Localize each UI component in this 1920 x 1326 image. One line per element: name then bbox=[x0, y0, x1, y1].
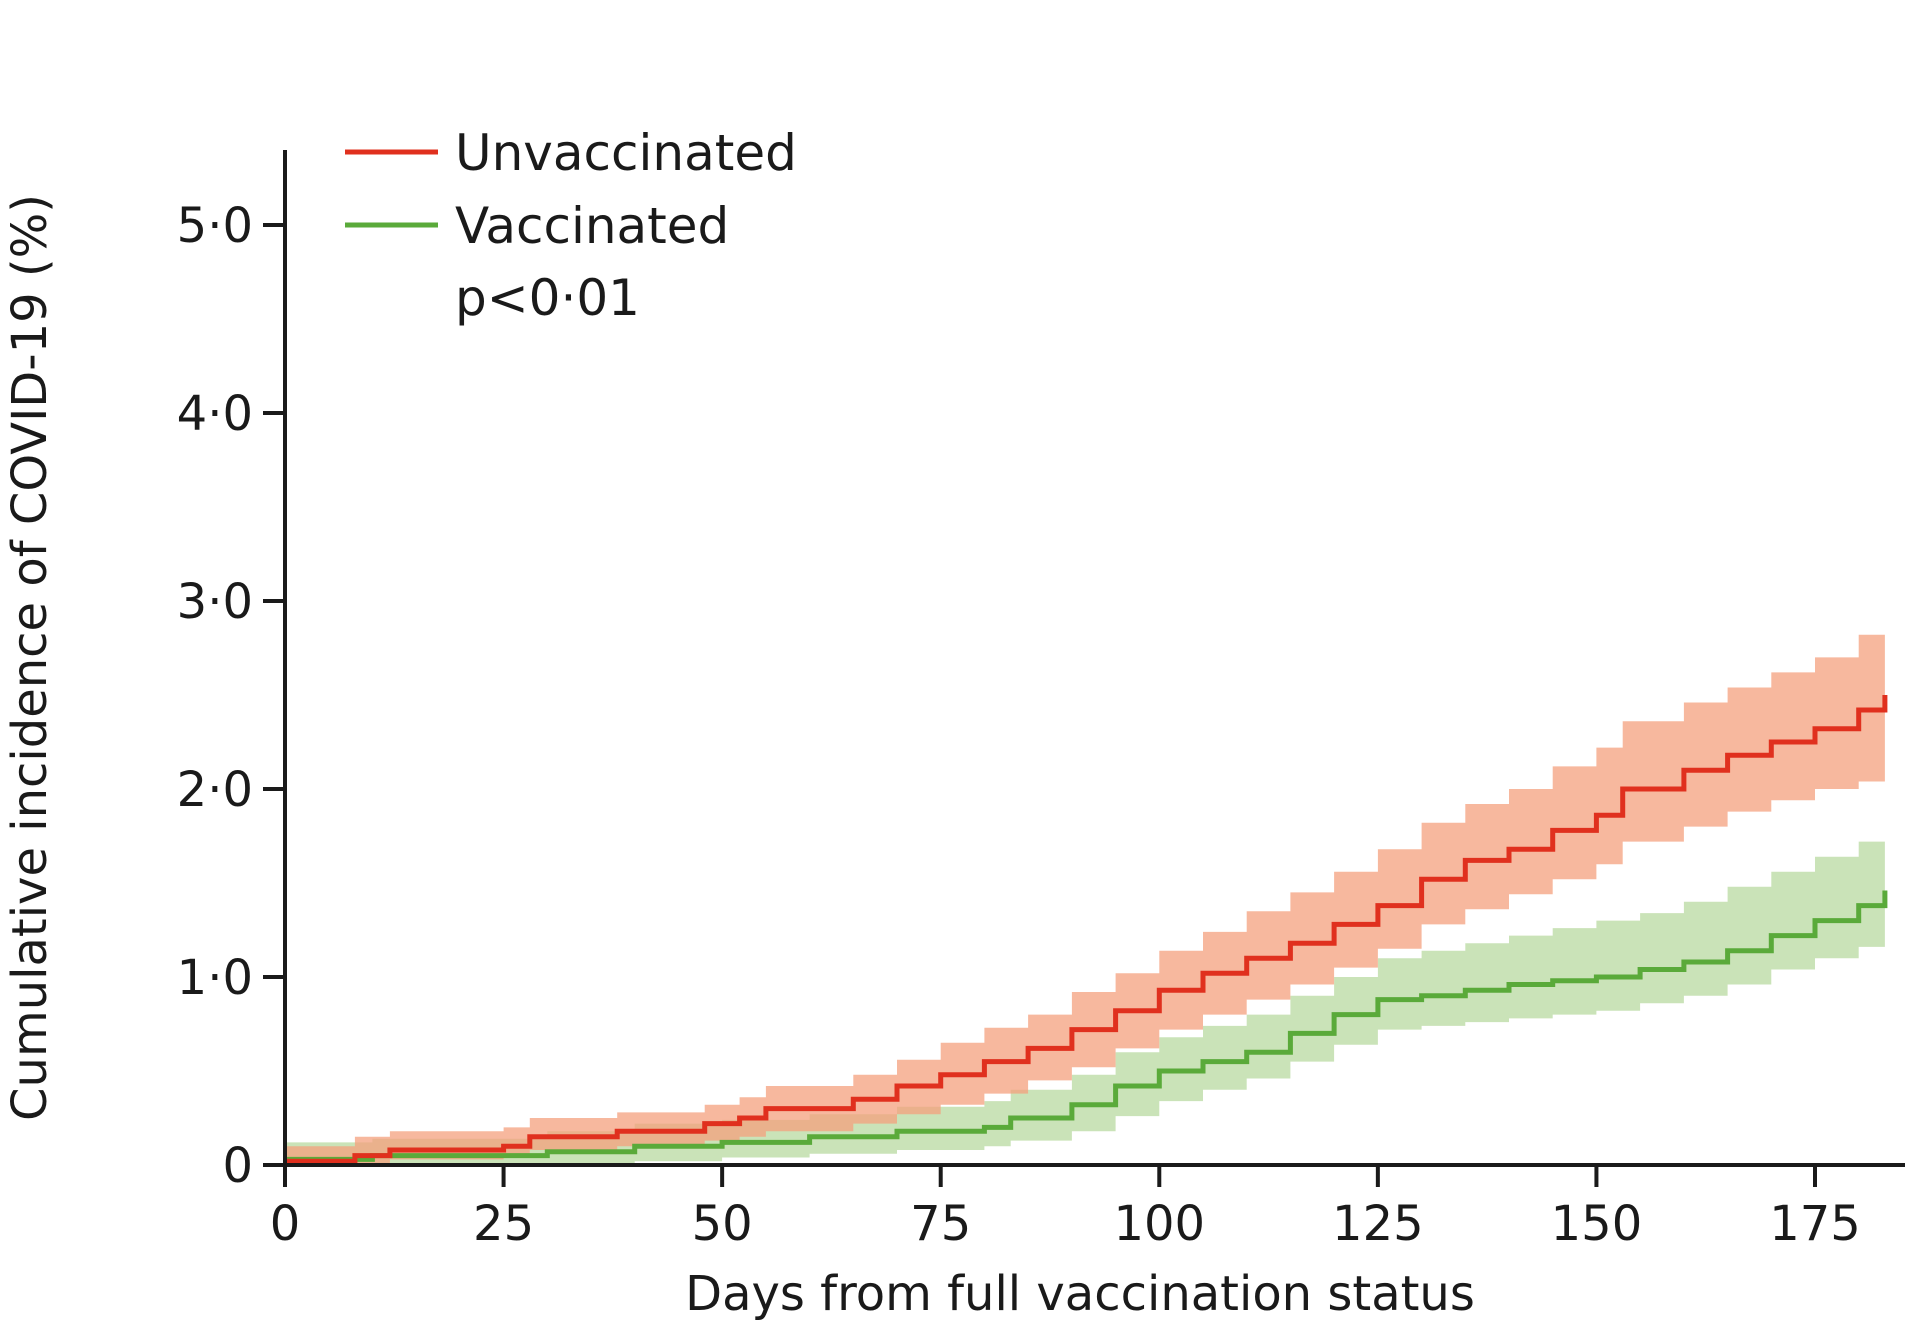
x-tick-label-50: 50 bbox=[692, 1196, 753, 1252]
line-vaccinated bbox=[285, 890, 1888, 1162]
y-tick-label-0: 0 bbox=[222, 1138, 253, 1194]
legend-label-unvaccinated: Unvaccinated bbox=[455, 124, 797, 182]
x-tick-label-75: 75 bbox=[910, 1196, 971, 1252]
series-lines bbox=[285, 695, 1888, 1164]
y-axis-title: Cumulative incidence of COVID-19 (%) bbox=[2, 194, 58, 1121]
p-value-annotation: p<0·01 bbox=[455, 269, 640, 327]
legend: Unvaccinated Vaccinated p<0·01 bbox=[345, 124, 797, 327]
y-tick-label-5: 5·0 bbox=[177, 198, 253, 254]
x-tick-label-175: 175 bbox=[1769, 1196, 1861, 1252]
x-axis-title: Days from full vaccination status bbox=[685, 1266, 1475, 1322]
x-axis-ticks: 0 25 50 75 100 125 150 175 bbox=[270, 1165, 1861, 1252]
x-tick-label-100: 100 bbox=[1113, 1196, 1205, 1252]
y-tick-label-3: 3·0 bbox=[177, 574, 253, 630]
x-tick-label-150: 150 bbox=[1551, 1196, 1643, 1252]
axes bbox=[283, 150, 1905, 1167]
y-tick-label-4: 4·0 bbox=[177, 386, 253, 442]
x-tick-label-0: 0 bbox=[270, 1196, 301, 1252]
band-vaccinated bbox=[285, 826, 1885, 1165]
confidence-bands bbox=[285, 610, 1885, 1165]
x-tick-label-125: 125 bbox=[1332, 1196, 1424, 1252]
y-axis-ticks: 0 1·0 2·0 3·0 4·0 5·0 bbox=[177, 198, 285, 1194]
band-unvaccinated bbox=[285, 610, 1885, 1165]
x-tick-label-25: 25 bbox=[473, 1196, 534, 1252]
legend-label-vaccinated: Vaccinated bbox=[455, 197, 729, 255]
line-unvaccinated bbox=[285, 695, 1888, 1164]
y-tick-label-2: 2·0 bbox=[177, 762, 253, 818]
y-tick-label-1: 1·0 bbox=[177, 950, 253, 1006]
